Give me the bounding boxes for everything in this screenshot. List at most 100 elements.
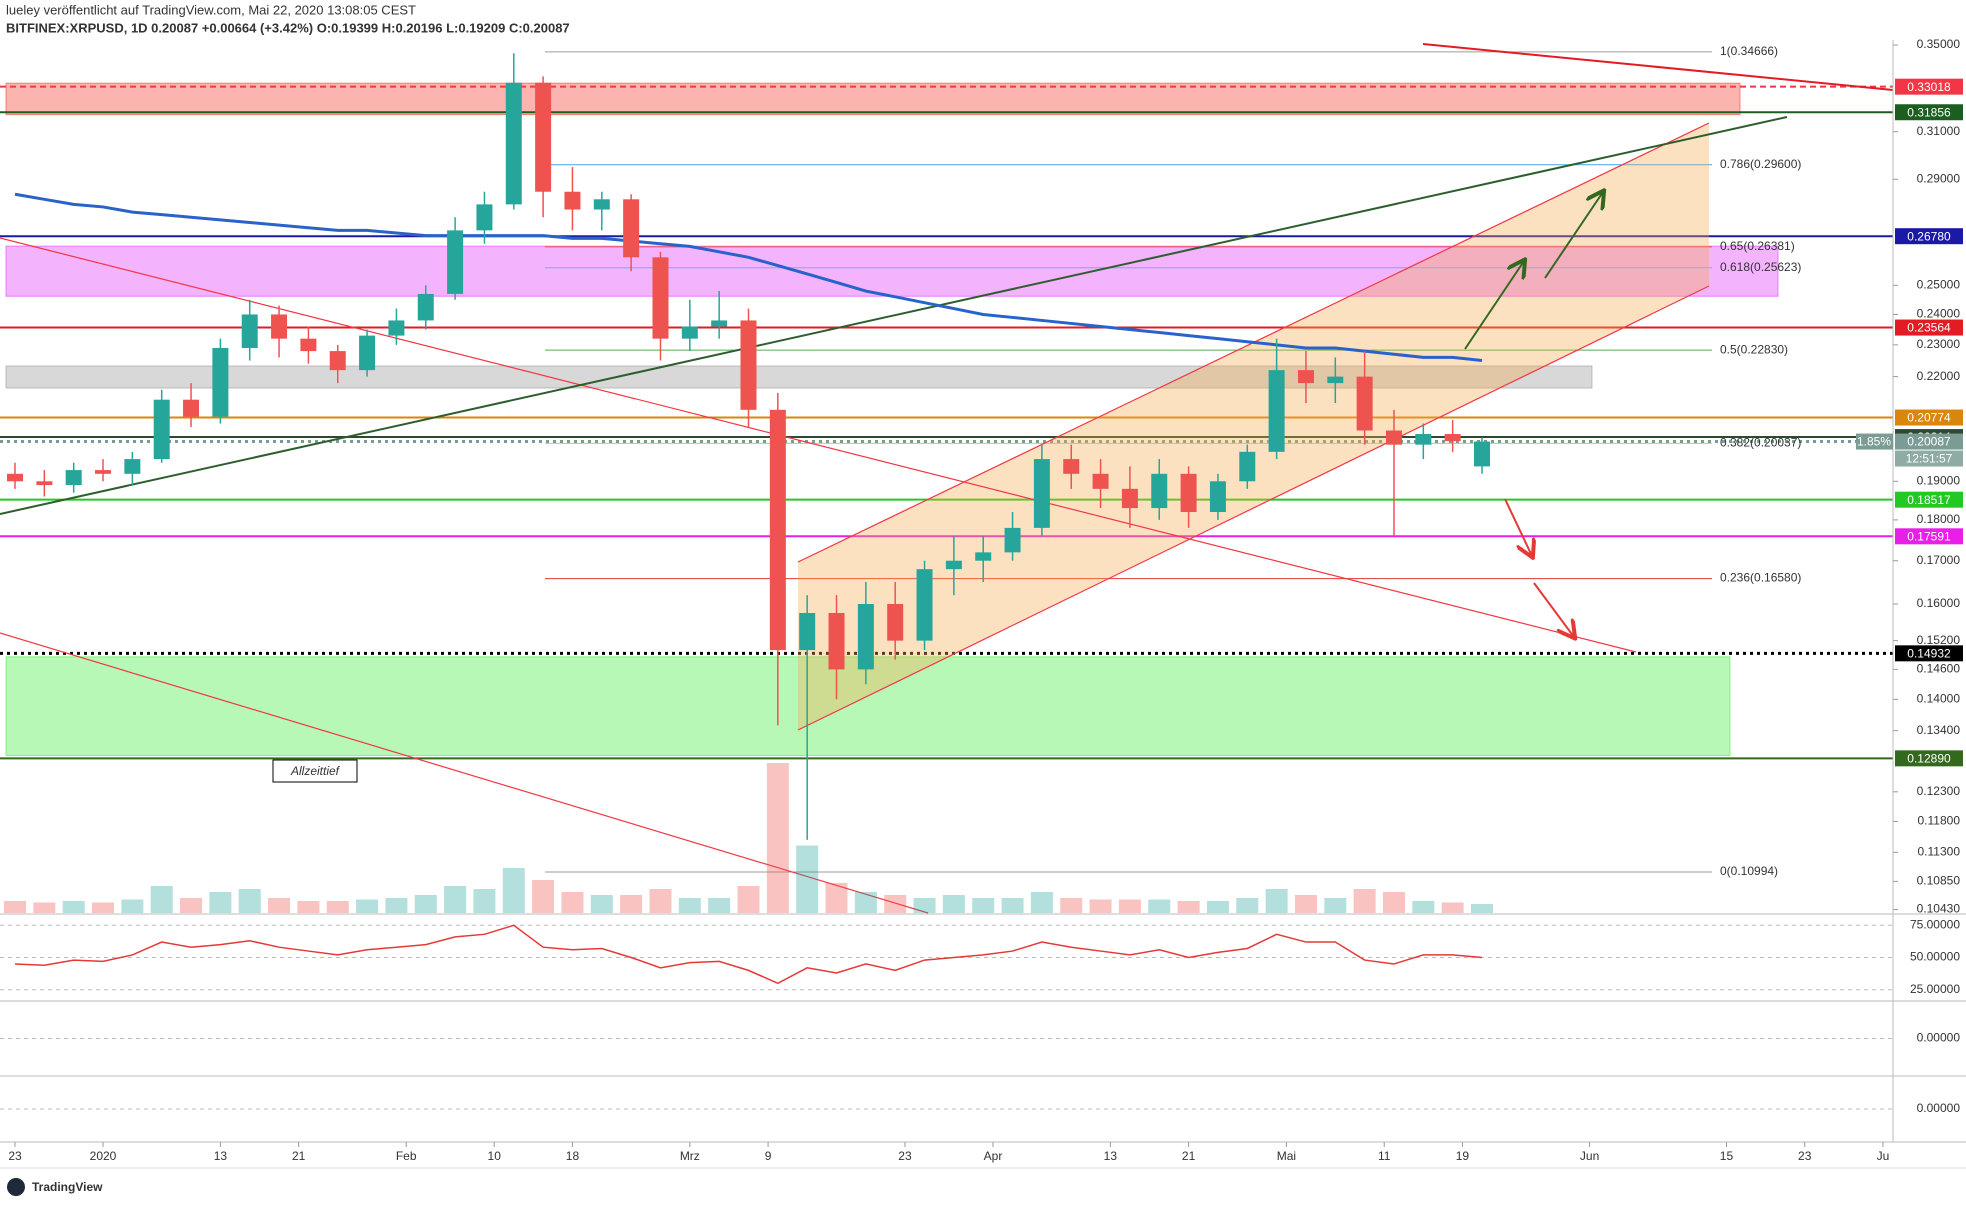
- volume-bar: [1265, 889, 1288, 913]
- x-tick-label: Apr: [984, 1149, 1003, 1163]
- x-tick-label: Ju: [1877, 1149, 1890, 1163]
- candle-body: [505, 82, 522, 205]
- candle-body: [1297, 370, 1314, 384]
- logo: [7, 1178, 25, 1196]
- candle-body: [388, 320, 405, 336]
- y-tick-label: 0.00000: [1917, 1031, 1961, 1045]
- price-tag-label: 0.23564: [1907, 321, 1951, 335]
- y-tick-label: 0.11300: [1918, 845, 1961, 859]
- price-axis: [1893, 40, 1966, 1142]
- volume-bar: [268, 898, 291, 913]
- volume-bar: [854, 892, 877, 913]
- y-tick-label: 0.12300: [1917, 784, 1961, 798]
- volume-bar: [1206, 901, 1229, 913]
- candle-body: [300, 338, 317, 352]
- candle-body: [623, 199, 640, 258]
- candle-body: [417, 293, 434, 321]
- x-tick-label: 23: [8, 1149, 22, 1163]
- moving-average: [14, 192, 1483, 363]
- candle-body: [740, 320, 757, 410]
- candle-body: [535, 82, 552, 192]
- candle-body: [271, 314, 288, 339]
- x-tick-label: 21: [1182, 1149, 1196, 1163]
- volume-bar: [825, 883, 848, 913]
- candle-body: [916, 569, 933, 641]
- y-tick-label: 0.13400: [1917, 723, 1961, 737]
- candle-body: [124, 459, 141, 474]
- volume-bar: [180, 898, 203, 913]
- brand: TradingView: [32, 1180, 103, 1194]
- candle-body: [1444, 434, 1461, 442]
- volume-bar: [972, 898, 995, 913]
- volume-bar: [532, 880, 555, 913]
- candle-body: [447, 230, 464, 294]
- volume-bar: [326, 901, 349, 913]
- volume-bar: [502, 868, 525, 913]
- arrow: [1544, 192, 1603, 279]
- y-tick-label: 25.00000: [1910, 982, 1960, 996]
- volume-bar: [1294, 895, 1317, 913]
- y-tick-label: 0.19000: [1917, 473, 1961, 487]
- volume-bar: [590, 895, 613, 913]
- price-tag-label: 0.31856: [1907, 105, 1951, 119]
- arrow: [1504, 498, 1532, 556]
- volume-bar: [766, 763, 789, 913]
- x-tick-label: 23: [898, 1149, 912, 1163]
- volume-bar: [209, 892, 232, 913]
- volume-bar: [297, 901, 320, 913]
- price-tag-label: 0.33018: [1907, 80, 1951, 94]
- volume-bar: [385, 898, 408, 913]
- fib-label: 0.382(0.20037): [1720, 436, 1801, 450]
- volume-bar: [1236, 898, 1259, 913]
- candle-body: [1063, 459, 1080, 474]
- y-tick-label: 0.00000: [1917, 1101, 1961, 1115]
- price-tag-label: 0.18517: [1907, 493, 1951, 507]
- price-tag-label: 0.20087: [1907, 435, 1951, 449]
- x-tick-label: 13: [214, 1149, 228, 1163]
- volume-bar: [1060, 898, 1083, 913]
- volume-bar: [4, 901, 26, 913]
- candle-body: [681, 326, 698, 339]
- candle-body: [887, 604, 904, 641]
- volume-bar: [356, 899, 379, 913]
- volume-bar: [561, 892, 584, 913]
- candle-body: [1092, 473, 1109, 489]
- price-tag-label: 0.12890: [1907, 752, 1951, 766]
- volume-bar: [1382, 892, 1405, 913]
- candle-body: [652, 257, 669, 339]
- y-tick-label: 75.00000: [1910, 917, 1960, 931]
- candle-body: [1239, 451, 1256, 482]
- y-tick-label: 0.23000: [1917, 337, 1961, 351]
- y-tick-label: 0.35000: [1917, 37, 1961, 51]
- volume-bar: [796, 845, 819, 913]
- candle-body: [593, 199, 610, 210]
- candle-body: [975, 552, 992, 561]
- zone: [5, 245, 1779, 297]
- candle-body: [1356, 376, 1373, 431]
- candle-body: [828, 612, 845, 670]
- y-tick-label: 0.10430: [1917, 902, 1961, 916]
- volume-bar: [620, 895, 643, 913]
- price-tag: [1895, 491, 1963, 508]
- change-label: 1.85%: [1857, 435, 1891, 449]
- price-tag: [1895, 78, 1963, 95]
- price-tag: [1895, 645, 1963, 662]
- x-tick-label: 11: [1378, 1149, 1391, 1163]
- candle-body: [65, 470, 82, 486]
- candle-body: [1327, 376, 1344, 384]
- volume-bar: [913, 898, 936, 913]
- volume-bar: [473, 889, 496, 913]
- publisher: lueley veröffentlicht auf TradingView.co…: [6, 2, 416, 17]
- x-tick-label: 18: [566, 1149, 580, 1163]
- y-tick-label: 0.14600: [1917, 662, 1961, 676]
- fib-label: 0.236(0.16580): [1720, 571, 1801, 585]
- y-tick-label: 0.25000: [1917, 277, 1961, 291]
- price-tag: [1895, 409, 1963, 426]
- volume-bar: [884, 895, 907, 913]
- annotation: Allzeittief: [290, 764, 341, 778]
- volume-bar: [737, 886, 760, 913]
- price-tag: [1895, 319, 1963, 336]
- y-tick-label: 0.14000: [1917, 692, 1961, 706]
- x-tick-label: 13: [1104, 1149, 1118, 1163]
- volume-bar: [121, 899, 144, 913]
